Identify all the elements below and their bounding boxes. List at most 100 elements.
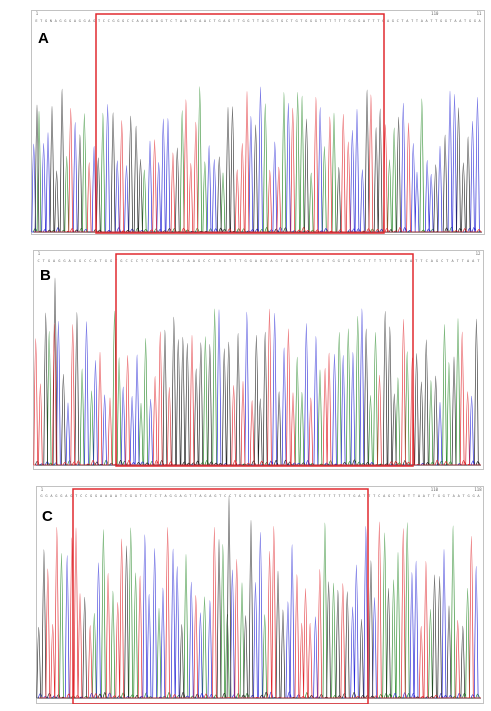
- base-call: T: [317, 259, 320, 263]
- base-call: T: [43, 259, 46, 263]
- base-call: A: [204, 19, 207, 23]
- base-call: A: [426, 19, 429, 23]
- base-call: A: [69, 259, 72, 263]
- base-call: T: [219, 494, 222, 498]
- base-call: G: [281, 19, 283, 23]
- base-call: T: [368, 494, 371, 498]
- base-call: C: [85, 494, 87, 498]
- base-call: G: [130, 494, 132, 498]
- base-call: T: [239, 259, 242, 263]
- base-call: G: [249, 494, 251, 498]
- base-call: A: [74, 19, 77, 23]
- base-call: T: [344, 19, 347, 23]
- base-call: G: [45, 19, 47, 23]
- base-call: A: [193, 259, 196, 263]
- base-call: T: [384, 259, 387, 263]
- base-call: G: [157, 259, 159, 263]
- base-call: T: [369, 259, 372, 263]
- base-call: C: [155, 494, 157, 498]
- base-call: G: [264, 494, 266, 498]
- base-call: A: [219, 259, 222, 263]
- base-call: A: [88, 19, 91, 23]
- base-call: C: [103, 19, 105, 23]
- panel-label-c: C: [42, 508, 53, 525]
- base-call: T: [430, 19, 433, 23]
- base-call: T: [301, 259, 304, 263]
- base-call: A: [458, 494, 461, 498]
- base-call: T: [160, 494, 163, 498]
- base-call: T: [165, 19, 168, 23]
- base-call: C: [38, 259, 40, 263]
- base-call: T: [462, 259, 465, 263]
- base-call: G: [338, 259, 340, 263]
- base-call: G: [332, 259, 334, 263]
- panel-label-a: A: [38, 30, 49, 47]
- base-call: T: [413, 494, 416, 498]
- base-call: C: [136, 259, 138, 263]
- base-call: G: [358, 259, 360, 263]
- base-call: G: [214, 494, 216, 498]
- base-call: T: [374, 259, 377, 263]
- base-call: T: [40, 19, 43, 23]
- base-call: A: [209, 494, 212, 498]
- base-call: G: [135, 494, 137, 498]
- base-call: C: [208, 259, 210, 263]
- base-call: C: [89, 259, 91, 263]
- base-call: G: [276, 259, 278, 263]
- base-call: T: [257, 19, 260, 23]
- base-call: A: [262, 19, 265, 23]
- base-call: T: [314, 494, 317, 498]
- base-call: G: [242, 19, 244, 23]
- base-call: C: [426, 259, 428, 263]
- base-call: T: [98, 19, 101, 23]
- base-call: G: [110, 259, 112, 263]
- base-call: A: [55, 19, 58, 23]
- base-call: T: [435, 19, 438, 23]
- base-call: T: [309, 494, 312, 498]
- base-call: G: [204, 494, 206, 498]
- base-call: C: [203, 259, 205, 263]
- base-call: T: [464, 19, 467, 23]
- base-call: A: [421, 19, 424, 23]
- base-call: T: [189, 494, 192, 498]
- base-call: C: [145, 494, 147, 498]
- base-call: T: [338, 494, 341, 498]
- base-call: C: [108, 19, 110, 23]
- base-call: G: [74, 259, 76, 263]
- ruler-label: 1: [41, 487, 44, 492]
- base-call: G: [392, 19, 394, 23]
- base-call: T: [320, 19, 323, 23]
- base-call: C: [224, 494, 226, 498]
- base-call: A: [94, 259, 97, 263]
- base-call: A: [383, 494, 386, 498]
- ruler-label: 110: [431, 487, 439, 492]
- base-call: A: [180, 19, 183, 23]
- base-call: C: [80, 494, 82, 498]
- base-call: G: [161, 19, 163, 23]
- base-call: T: [312, 259, 315, 263]
- base-call: G: [167, 259, 169, 263]
- base-call: T: [229, 259, 232, 263]
- base-call: A: [141, 19, 144, 23]
- ruler-label: 1: [36, 11, 39, 16]
- base-call: G: [79, 259, 81, 263]
- base-call: T: [328, 494, 331, 498]
- base-call: T: [411, 19, 414, 23]
- base-call: C: [244, 494, 246, 498]
- base-call: T: [214, 19, 217, 23]
- base-call: T: [234, 259, 237, 263]
- chromatogram-b: 1 12C T G A G G A G G C C A T G G T G C C C T C T G A G G A T A A G C C T A G…: [33, 250, 484, 470]
- base-call: G: [348, 19, 350, 23]
- base-call: G: [55, 494, 57, 498]
- base-call: A: [270, 259, 273, 263]
- base-call: T: [463, 494, 466, 498]
- position-ruler: 1 12: [38, 251, 481, 256]
- base-call: T: [416, 19, 419, 23]
- base-call: A: [459, 19, 462, 23]
- base-call: A: [53, 259, 56, 263]
- base-call: C: [127, 19, 129, 23]
- base-call: G: [358, 19, 360, 23]
- base-call: C: [170, 19, 172, 23]
- base-call: G: [353, 494, 355, 498]
- base-call: T: [368, 19, 371, 23]
